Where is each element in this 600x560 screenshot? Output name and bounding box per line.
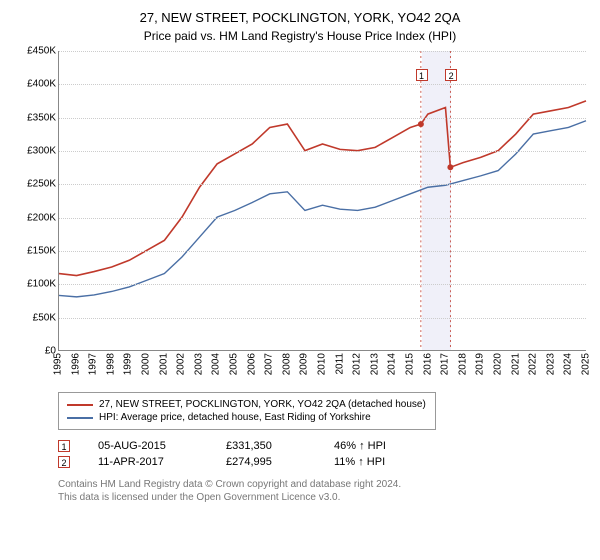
legend: 27, NEW STREET, POCKLINGTON, YORK, YO42 … <box>58 392 436 430</box>
x-tick-label: 2004 <box>211 353 222 375</box>
y-tick-label: £400K <box>27 79 56 90</box>
sales-table: 1 05-AUG-2015 £331,350 46% ↑ HPI 2 11-APR-201… <box>58 440 586 468</box>
legend-label: HPI: Average price, detached house, East… <box>99 412 371 423</box>
y-tick-label: £450K <box>27 46 56 57</box>
sale-row-badge: 1 <box>58 440 70 452</box>
gridline <box>59 251 586 252</box>
legend-row: HPI: Average price, detached house, East… <box>67 412 427 423</box>
gridline <box>59 184 586 185</box>
license-line-1: Contains HM Land Registry data © Crown c… <box>58 478 586 491</box>
sale-marker-badge: 2 <box>445 69 457 81</box>
series-property <box>59 101 586 276</box>
sale-row: 1 05-AUG-2015 £331,350 46% ↑ HPI <box>58 440 586 452</box>
x-tick-label: 2020 <box>493 353 504 375</box>
x-tick-label: 2002 <box>176 353 187 375</box>
x-tick-label: 2018 <box>457 353 468 375</box>
x-tick-label: 2009 <box>299 353 310 375</box>
x-tick-label: 2011 <box>334 353 345 375</box>
x-tick-label: 1996 <box>70 353 81 375</box>
gridline <box>59 84 586 85</box>
sale-row-badge: 2 <box>58 456 70 468</box>
legend-swatch <box>67 404 93 406</box>
x-tick-label: 2013 <box>369 353 380 375</box>
x-tick-label: 2003 <box>193 353 204 375</box>
x-tick-label: 2010 <box>317 353 328 375</box>
x-tick-label: 2017 <box>440 353 451 375</box>
x-tick-label: 1998 <box>105 353 116 375</box>
x-tick-label: 2005 <box>229 353 240 375</box>
sale-marker-dot <box>447 164 453 170</box>
y-tick-label: £50K <box>33 312 56 323</box>
x-tick-label: 2007 <box>264 353 275 375</box>
x-tick-label: 1999 <box>123 353 134 375</box>
y-tick-label: £100K <box>27 279 56 290</box>
chart-area: £0£50K£100K£150K£200K£250K£300K£350K£400… <box>14 51 586 386</box>
x-tick-label: 1995 <box>53 353 64 375</box>
y-tick-label: £150K <box>27 246 56 257</box>
x-tick-label: 2019 <box>475 353 486 375</box>
plot-area: 12 <box>58 51 586 351</box>
chart-subtitle: Price paid vs. HM Land Registry's House … <box>14 29 586 43</box>
legend-swatch <box>67 417 93 419</box>
sale-hpi-delta: 46% ↑ HPI <box>334 440 386 452</box>
chart-container: 27, NEW STREET, POCKLINGTON, YORK, YO42 … <box>0 0 600 514</box>
license-line-2: This data is licensed under the Open Gov… <box>58 491 586 504</box>
gridline <box>59 151 586 152</box>
y-tick-label: £300K <box>27 146 56 157</box>
legend-label: 27, NEW STREET, POCKLINGTON, YORK, YO42 … <box>99 399 426 410</box>
gridline <box>59 318 586 319</box>
x-tick-label: 1997 <box>88 353 99 375</box>
sale-price: £274,995 <box>226 456 306 468</box>
x-tick-label: 2015 <box>405 353 416 375</box>
line-svg <box>59 51 586 350</box>
x-tick-label: 2025 <box>581 353 592 375</box>
gridline <box>59 284 586 285</box>
y-tick-label: £250K <box>27 179 56 190</box>
x-tick-label: 2014 <box>387 353 398 375</box>
x-tick-label: 2012 <box>352 353 363 375</box>
sale-row: 2 11-APR-2017 £274,995 11% ↑ HPI <box>58 456 586 468</box>
x-tick-label: 2021 <box>510 353 521 375</box>
y-tick-label: £350K <box>27 112 56 123</box>
series-hpi <box>59 121 586 297</box>
gridline <box>59 51 586 52</box>
sale-price: £331,350 <box>226 440 306 452</box>
x-tick-label: 2016 <box>422 353 433 375</box>
legend-row: 27, NEW STREET, POCKLINGTON, YORK, YO42 … <box>67 399 427 410</box>
gridline <box>59 218 586 219</box>
x-tick-label: 2022 <box>528 353 539 375</box>
sale-marker-badge: 1 <box>416 69 428 81</box>
y-axis: £0£50K£100K£150K£200K£250K£300K£350K£400… <box>14 51 58 351</box>
x-tick-label: 2024 <box>563 353 574 375</box>
sale-date: 05-AUG-2015 <box>98 440 198 452</box>
x-axis: 1995199619971998199920002001200220032004… <box>58 351 586 386</box>
y-tick-label: £200K <box>27 212 56 223</box>
x-tick-label: 2023 <box>545 353 556 375</box>
chart-title: 27, NEW STREET, POCKLINGTON, YORK, YO42 … <box>14 10 586 25</box>
x-tick-label: 2000 <box>141 353 152 375</box>
x-tick-label: 2006 <box>246 353 257 375</box>
sale-date: 11-APR-2017 <box>98 456 198 468</box>
sale-hpi-delta: 11% ↑ HPI <box>334 456 385 468</box>
x-tick-label: 2001 <box>158 353 169 375</box>
license-text: Contains HM Land Registry data © Crown c… <box>58 478 586 504</box>
x-tick-label: 2008 <box>281 353 292 375</box>
gridline <box>59 118 586 119</box>
sale-marker-dot <box>418 121 424 127</box>
